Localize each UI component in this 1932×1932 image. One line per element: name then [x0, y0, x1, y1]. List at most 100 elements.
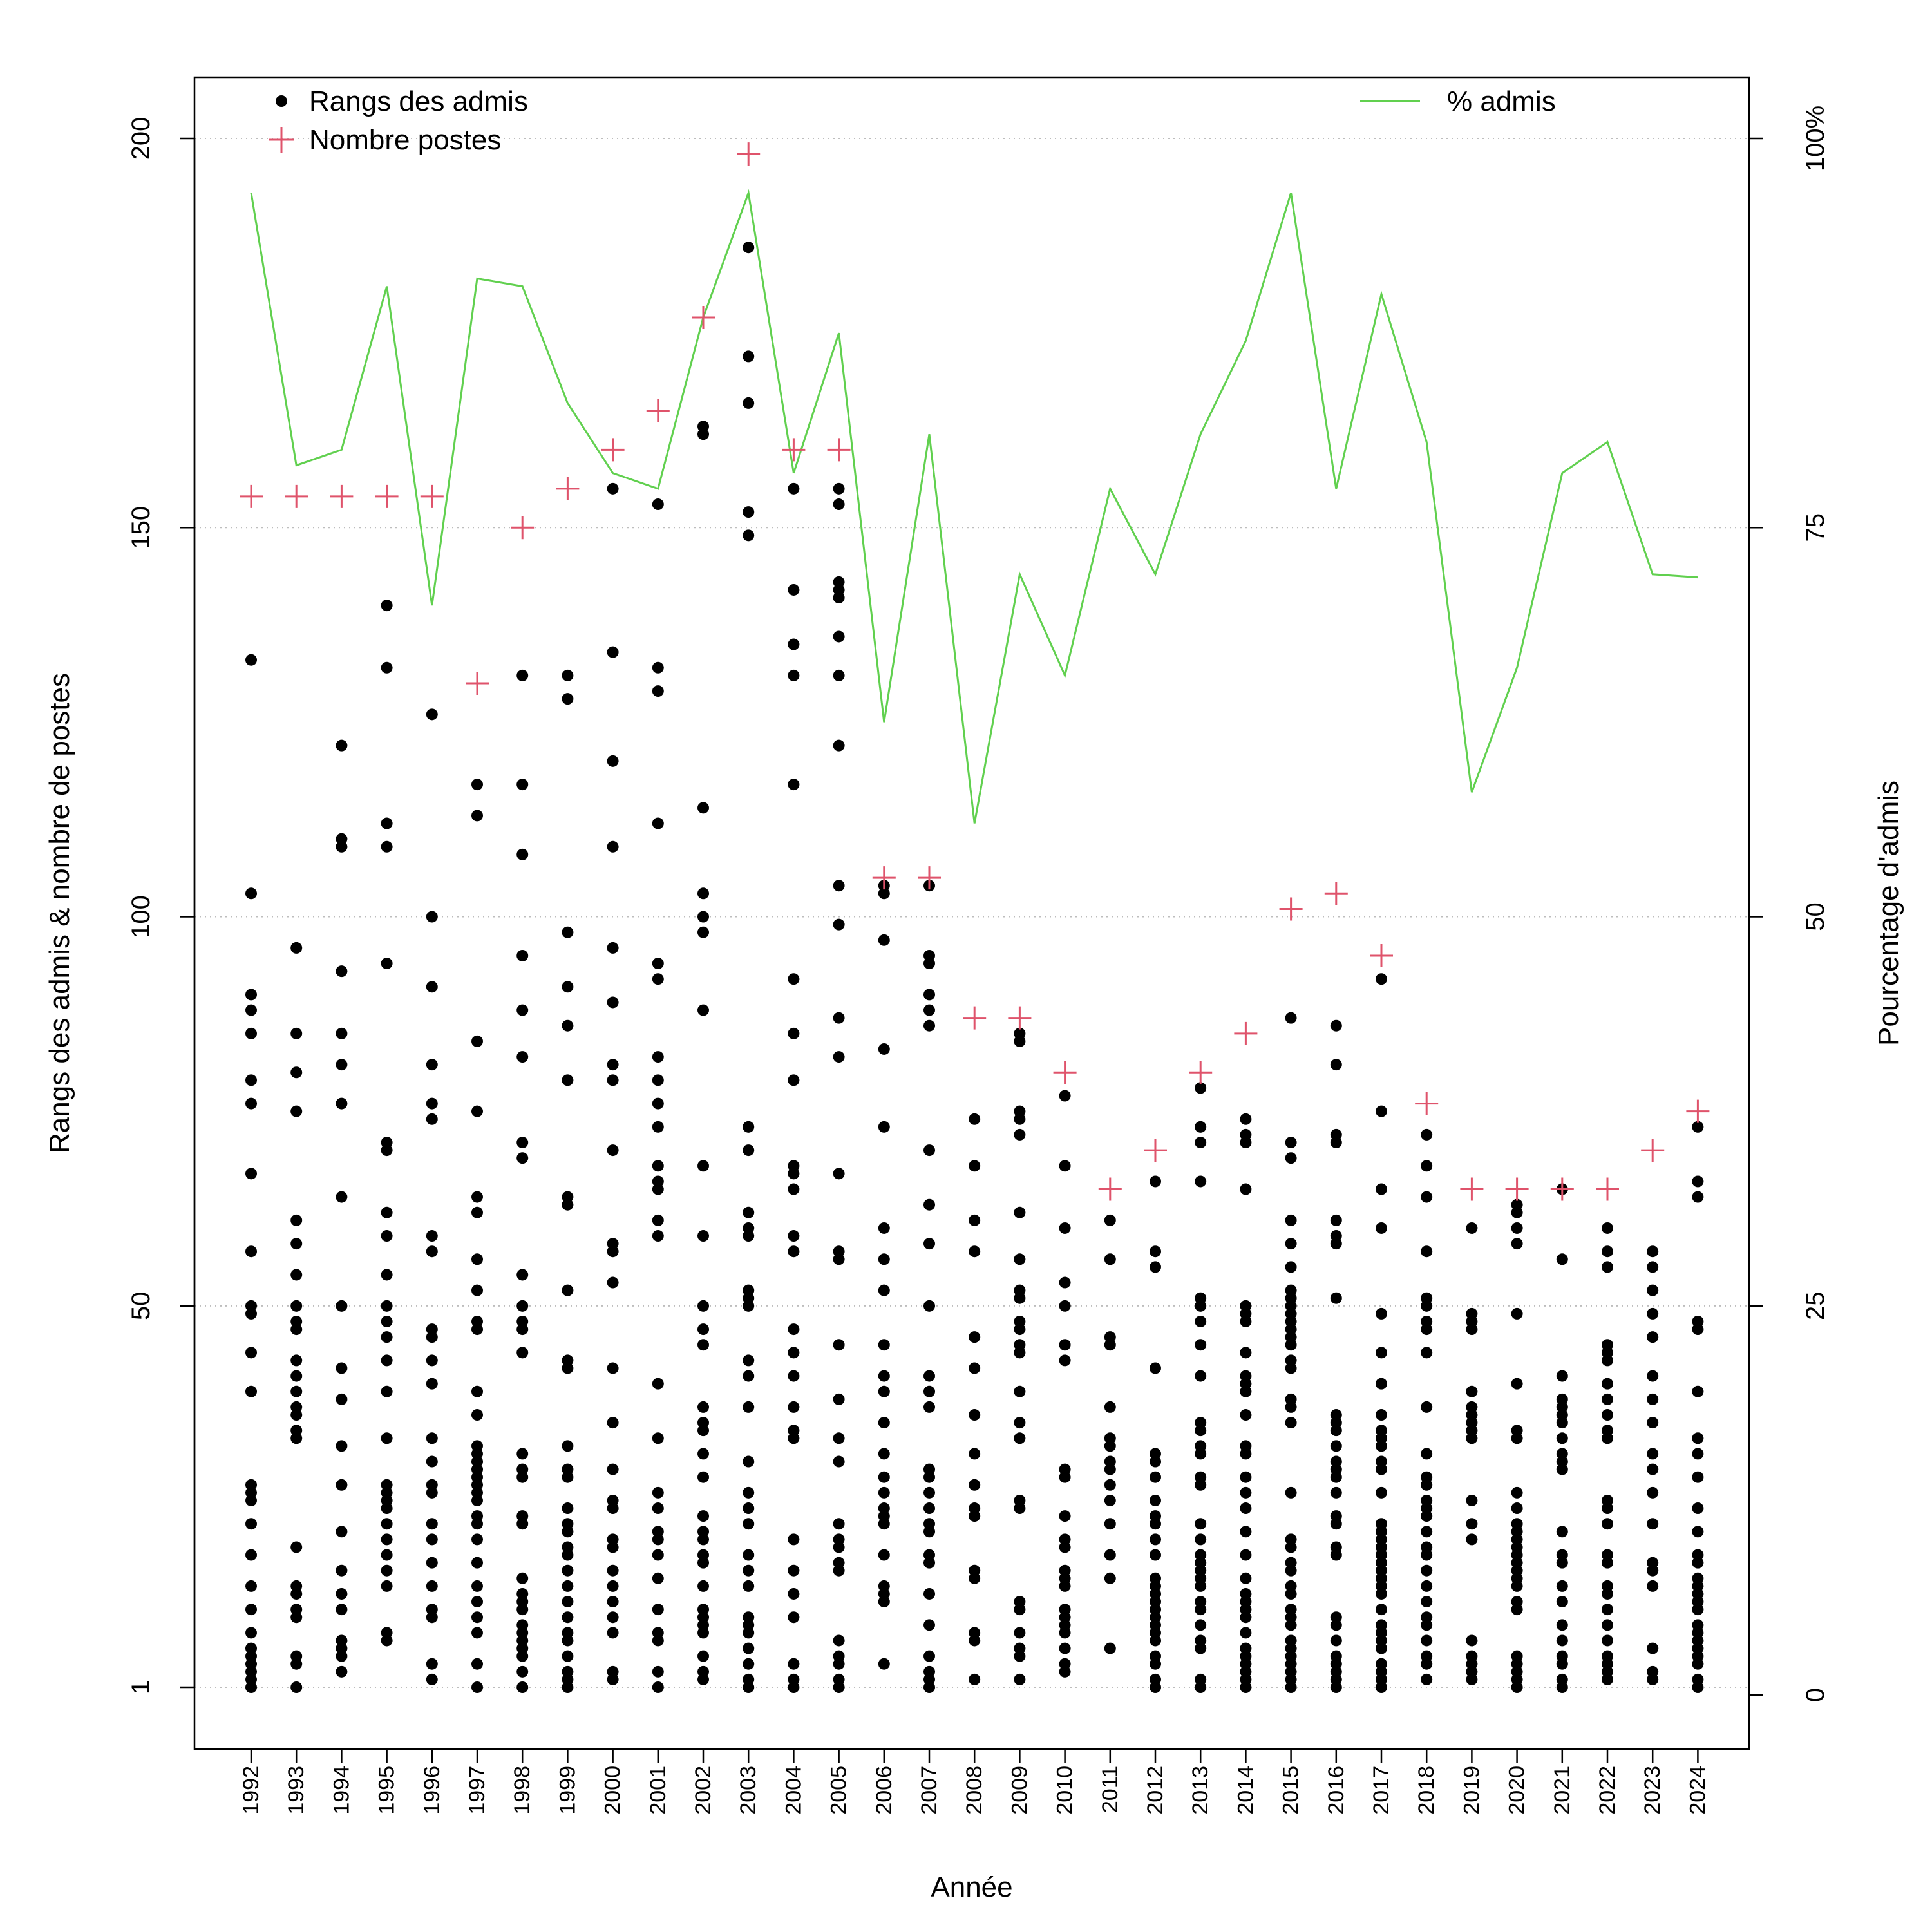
rang-point: [516, 1300, 529, 1312]
postes-point: [918, 866, 941, 890]
rang-point: [471, 1627, 483, 1639]
rang-point: [381, 1385, 393, 1397]
postes-point: [1596, 1177, 1619, 1201]
rang-point: [1059, 1564, 1071, 1577]
rang-point: [1240, 1347, 1252, 1359]
rang-point: [426, 1455, 438, 1468]
rang-point: [1330, 1059, 1342, 1071]
rang-point: [697, 1471, 709, 1483]
rang-point: [562, 669, 574, 681]
rang-point: [1240, 1627, 1252, 1639]
rang-point: [788, 1347, 800, 1359]
rang-point: [788, 1074, 800, 1086]
rang-point: [1195, 1471, 1207, 1483]
rang-point: [1647, 1580, 1659, 1592]
postes-point: [556, 477, 580, 500]
rang-point: [336, 1362, 348, 1374]
rang-point: [516, 848, 529, 860]
rang-point: [245, 1347, 257, 1359]
rang-point: [1330, 1019, 1342, 1032]
rang-point: [833, 739, 845, 752]
rang-point: [607, 1238, 619, 1250]
rang-point: [1240, 1183, 1252, 1195]
rang-point: [1330, 1409, 1342, 1421]
rang-point: [1240, 1409, 1252, 1421]
rang-point: [1421, 1650, 1433, 1662]
rang-point: [1511, 1486, 1523, 1499]
rang-point: [562, 1284, 574, 1296]
rang-point: [833, 1393, 845, 1405]
legend-pct-label: % admis: [1447, 86, 1556, 117]
rang-point: [1376, 1619, 1387, 1631]
rang-point: [743, 1206, 755, 1218]
postes-point: [1053, 1061, 1077, 1084]
rang-point: [1421, 1596, 1433, 1608]
rang-point: [1466, 1518, 1478, 1530]
rang-point: [788, 1587, 800, 1600]
rang-point: [1376, 1222, 1387, 1234]
rang-point: [1104, 1214, 1116, 1226]
rang-point: [1285, 1354, 1297, 1367]
rang-point: [1285, 1557, 1297, 1569]
rang-point: [1330, 1230, 1342, 1242]
postes-point: [375, 484, 399, 508]
rang-point: [1421, 1564, 1433, 1577]
rang-point: [607, 1059, 619, 1071]
rang-point: [245, 887, 257, 900]
rang-point: [1692, 1471, 1704, 1483]
postes-point: [827, 438, 851, 462]
rang-point: [516, 1051, 529, 1063]
rang-point: [607, 482, 619, 495]
rang-point: [652, 1432, 664, 1444]
postes-point: [963, 1006, 987, 1030]
rang-point: [471, 1580, 483, 1592]
rang-point: [1556, 1393, 1568, 1405]
rang-point: [697, 911, 709, 923]
postes-point: [466, 671, 489, 695]
rang-point: [471, 1611, 483, 1624]
rang-point: [1014, 1206, 1026, 1218]
rang-point: [381, 600, 393, 612]
rang-point: [290, 1105, 303, 1117]
y-right-tick-label: 0: [1801, 1688, 1830, 1702]
rang-point: [743, 1549, 755, 1561]
rang-point: [788, 1160, 800, 1172]
rang-point: [697, 1510, 709, 1522]
rang-point: [426, 708, 438, 721]
x-tick-label: 2023: [1640, 1766, 1665, 1815]
rang-point: [336, 1027, 348, 1039]
rang-point: [1692, 1673, 1704, 1685]
rang-point: [607, 1611, 619, 1624]
rang-point: [516, 1269, 529, 1281]
rang-point: [1421, 1448, 1433, 1460]
rang-point: [245, 1245, 257, 1258]
rang-point: [1556, 1448, 1568, 1460]
rang-point: [1195, 1292, 1207, 1304]
rang-point: [923, 1463, 935, 1475]
rang-point: [562, 1564, 574, 1577]
rang-point: [516, 1510, 529, 1522]
rang-point: [426, 1557, 438, 1569]
postes-point: [646, 399, 670, 422]
rang-point: [516, 1315, 529, 1327]
rang-point: [1104, 1401, 1116, 1413]
rang-point: [1647, 1370, 1659, 1382]
rang-point: [1195, 1370, 1207, 1382]
postes-point: [782, 438, 806, 462]
rang-point: [833, 1650, 845, 1662]
rang-point: [878, 1471, 890, 1483]
rang-point: [1059, 1300, 1071, 1312]
rang-point: [652, 498, 664, 511]
rang-point: [1059, 1354, 1071, 1367]
x-tick-label: 2021: [1550, 1766, 1575, 1815]
rang-point: [336, 1564, 348, 1577]
x-tick-label: 1994: [329, 1766, 354, 1815]
rang-point: [697, 1650, 709, 1662]
postes-point: [1550, 1177, 1574, 1201]
rang-point: [1421, 1292, 1433, 1304]
rang-point: [426, 1378, 438, 1390]
rang-point: [1104, 1549, 1116, 1561]
rang-point: [788, 1245, 800, 1258]
rang-point: [969, 1448, 981, 1460]
rang-point: [381, 1533, 393, 1546]
